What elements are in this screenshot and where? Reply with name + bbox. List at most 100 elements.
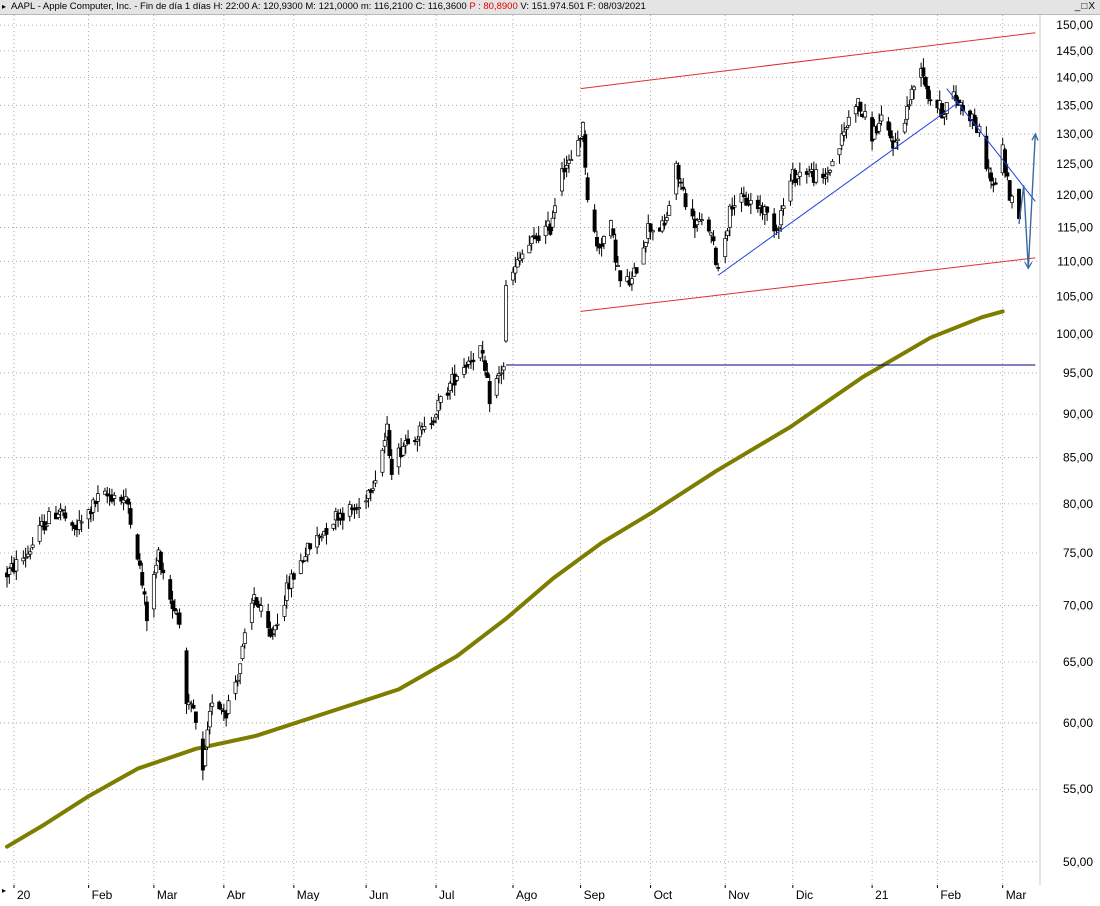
candle-body xyxy=(844,127,849,130)
candle-body xyxy=(788,180,793,202)
moving-average-layer xyxy=(5,309,1005,849)
candle-body xyxy=(249,602,254,623)
candle-body xyxy=(909,88,914,100)
x-tick-label: May xyxy=(297,888,320,901)
price-chart[interactable]: 150,00 145,00 140,00 135,00 130,00 125,00 120,… xyxy=(0,15,1100,885)
candle-body xyxy=(821,173,826,179)
candle-body xyxy=(70,522,75,526)
candle-body xyxy=(823,176,828,179)
candle-body xyxy=(284,582,289,601)
annotation-layer xyxy=(506,32,1039,366)
candle-body xyxy=(879,114,884,122)
candle-body xyxy=(944,102,949,114)
candle-body xyxy=(254,597,259,606)
candle-body xyxy=(172,607,177,612)
candle-body xyxy=(448,382,452,391)
candle-body xyxy=(895,138,900,141)
candle-body xyxy=(765,206,770,213)
low-value: m: 116,2100 xyxy=(360,1,413,12)
candle-body xyxy=(371,488,376,491)
candle-body xyxy=(422,426,427,430)
candle-body xyxy=(611,228,616,236)
candle-body xyxy=(47,511,51,525)
x-tick-label: Nov xyxy=(728,888,749,901)
projection-dip-arrowhead xyxy=(1024,261,1033,270)
candle-body xyxy=(357,507,362,509)
candlestick-series xyxy=(5,58,1021,781)
candle-body xyxy=(567,159,571,164)
candle-body xyxy=(30,544,35,548)
candle-body xyxy=(23,557,28,559)
candle-body xyxy=(429,423,434,425)
candle-body xyxy=(63,512,68,519)
candle-body xyxy=(853,106,858,115)
candle-body xyxy=(387,430,392,457)
candle-body xyxy=(562,168,567,173)
y-tick-label: 95,00 xyxy=(1063,366,1093,380)
candle-body xyxy=(205,729,210,748)
candle-body xyxy=(809,169,814,172)
candle-body xyxy=(648,223,653,233)
x-tick-label: Dic xyxy=(796,888,813,901)
candle-body xyxy=(543,225,548,237)
candle-body xyxy=(991,183,996,186)
candle-body xyxy=(37,525,42,542)
candle-body xyxy=(436,400,441,412)
candle-body xyxy=(613,239,618,263)
candle-body xyxy=(741,194,746,198)
candle-body xyxy=(592,209,597,232)
y-tick-label: 135,00 xyxy=(1056,98,1093,112)
high-value: M: 121,0000 xyxy=(305,1,359,12)
scroll-marker-icon[interactable]: ▸ xyxy=(2,886,7,895)
x-tick-label: Abr xyxy=(227,888,246,901)
candle-body xyxy=(662,222,667,226)
candle-body xyxy=(748,200,753,205)
candle-body xyxy=(921,67,926,77)
candle-body xyxy=(462,367,466,375)
candle-body xyxy=(730,206,735,210)
candle-body xyxy=(112,494,117,499)
candle-body xyxy=(494,378,499,396)
candle-body xyxy=(683,193,688,208)
y-tick-label: 60,00 xyxy=(1063,716,1093,730)
candle-body xyxy=(825,172,830,175)
x-tick-label: Ago xyxy=(516,888,538,901)
candle-body xyxy=(716,267,721,269)
candle-body xyxy=(550,217,555,228)
candle-body xyxy=(56,514,61,518)
triangle-right-icon[interactable]: ▸ xyxy=(2,2,7,11)
candle-body xyxy=(268,628,273,637)
candle-body xyxy=(14,559,19,572)
candle-body xyxy=(455,376,459,381)
y-tick-label: 80,00 xyxy=(1063,497,1093,511)
candle-body xyxy=(389,458,394,475)
candle-body xyxy=(755,199,760,210)
candle-body xyxy=(814,169,819,183)
x-tick-label: Feb xyxy=(92,888,113,901)
candle-body xyxy=(347,504,352,517)
candle-body xyxy=(1010,195,1014,203)
x-tick-label: 20 xyxy=(17,888,31,901)
candle-body xyxy=(504,285,508,342)
candle-body xyxy=(142,591,147,595)
candle-body xyxy=(380,449,385,473)
close-value: C: 116,3600 xyxy=(415,1,467,12)
candle-body xyxy=(912,86,917,91)
candle-body xyxy=(725,230,730,236)
candle-body xyxy=(266,611,271,629)
candle-body xyxy=(21,557,26,562)
y-tick-label: 120,00 xyxy=(1056,188,1093,202)
candle-body xyxy=(242,632,247,644)
candle-body xyxy=(732,205,737,208)
candle-body xyxy=(723,238,728,257)
window-controls[interactable]: _□X xyxy=(1074,1,1096,12)
candle-body xyxy=(324,528,329,535)
candle-body xyxy=(905,106,910,120)
y-tick-label: 150,00 xyxy=(1056,18,1093,32)
title-bar: ▸ AAPL - Apple Computer, Inc. - Fin de d… xyxy=(0,0,1100,15)
candle-body xyxy=(595,236,599,247)
candle-body xyxy=(581,122,585,137)
y-tick-label: 115,00 xyxy=(1057,220,1093,234)
y-tick-label: 100,00 xyxy=(1056,327,1093,341)
candle-body xyxy=(184,650,189,705)
